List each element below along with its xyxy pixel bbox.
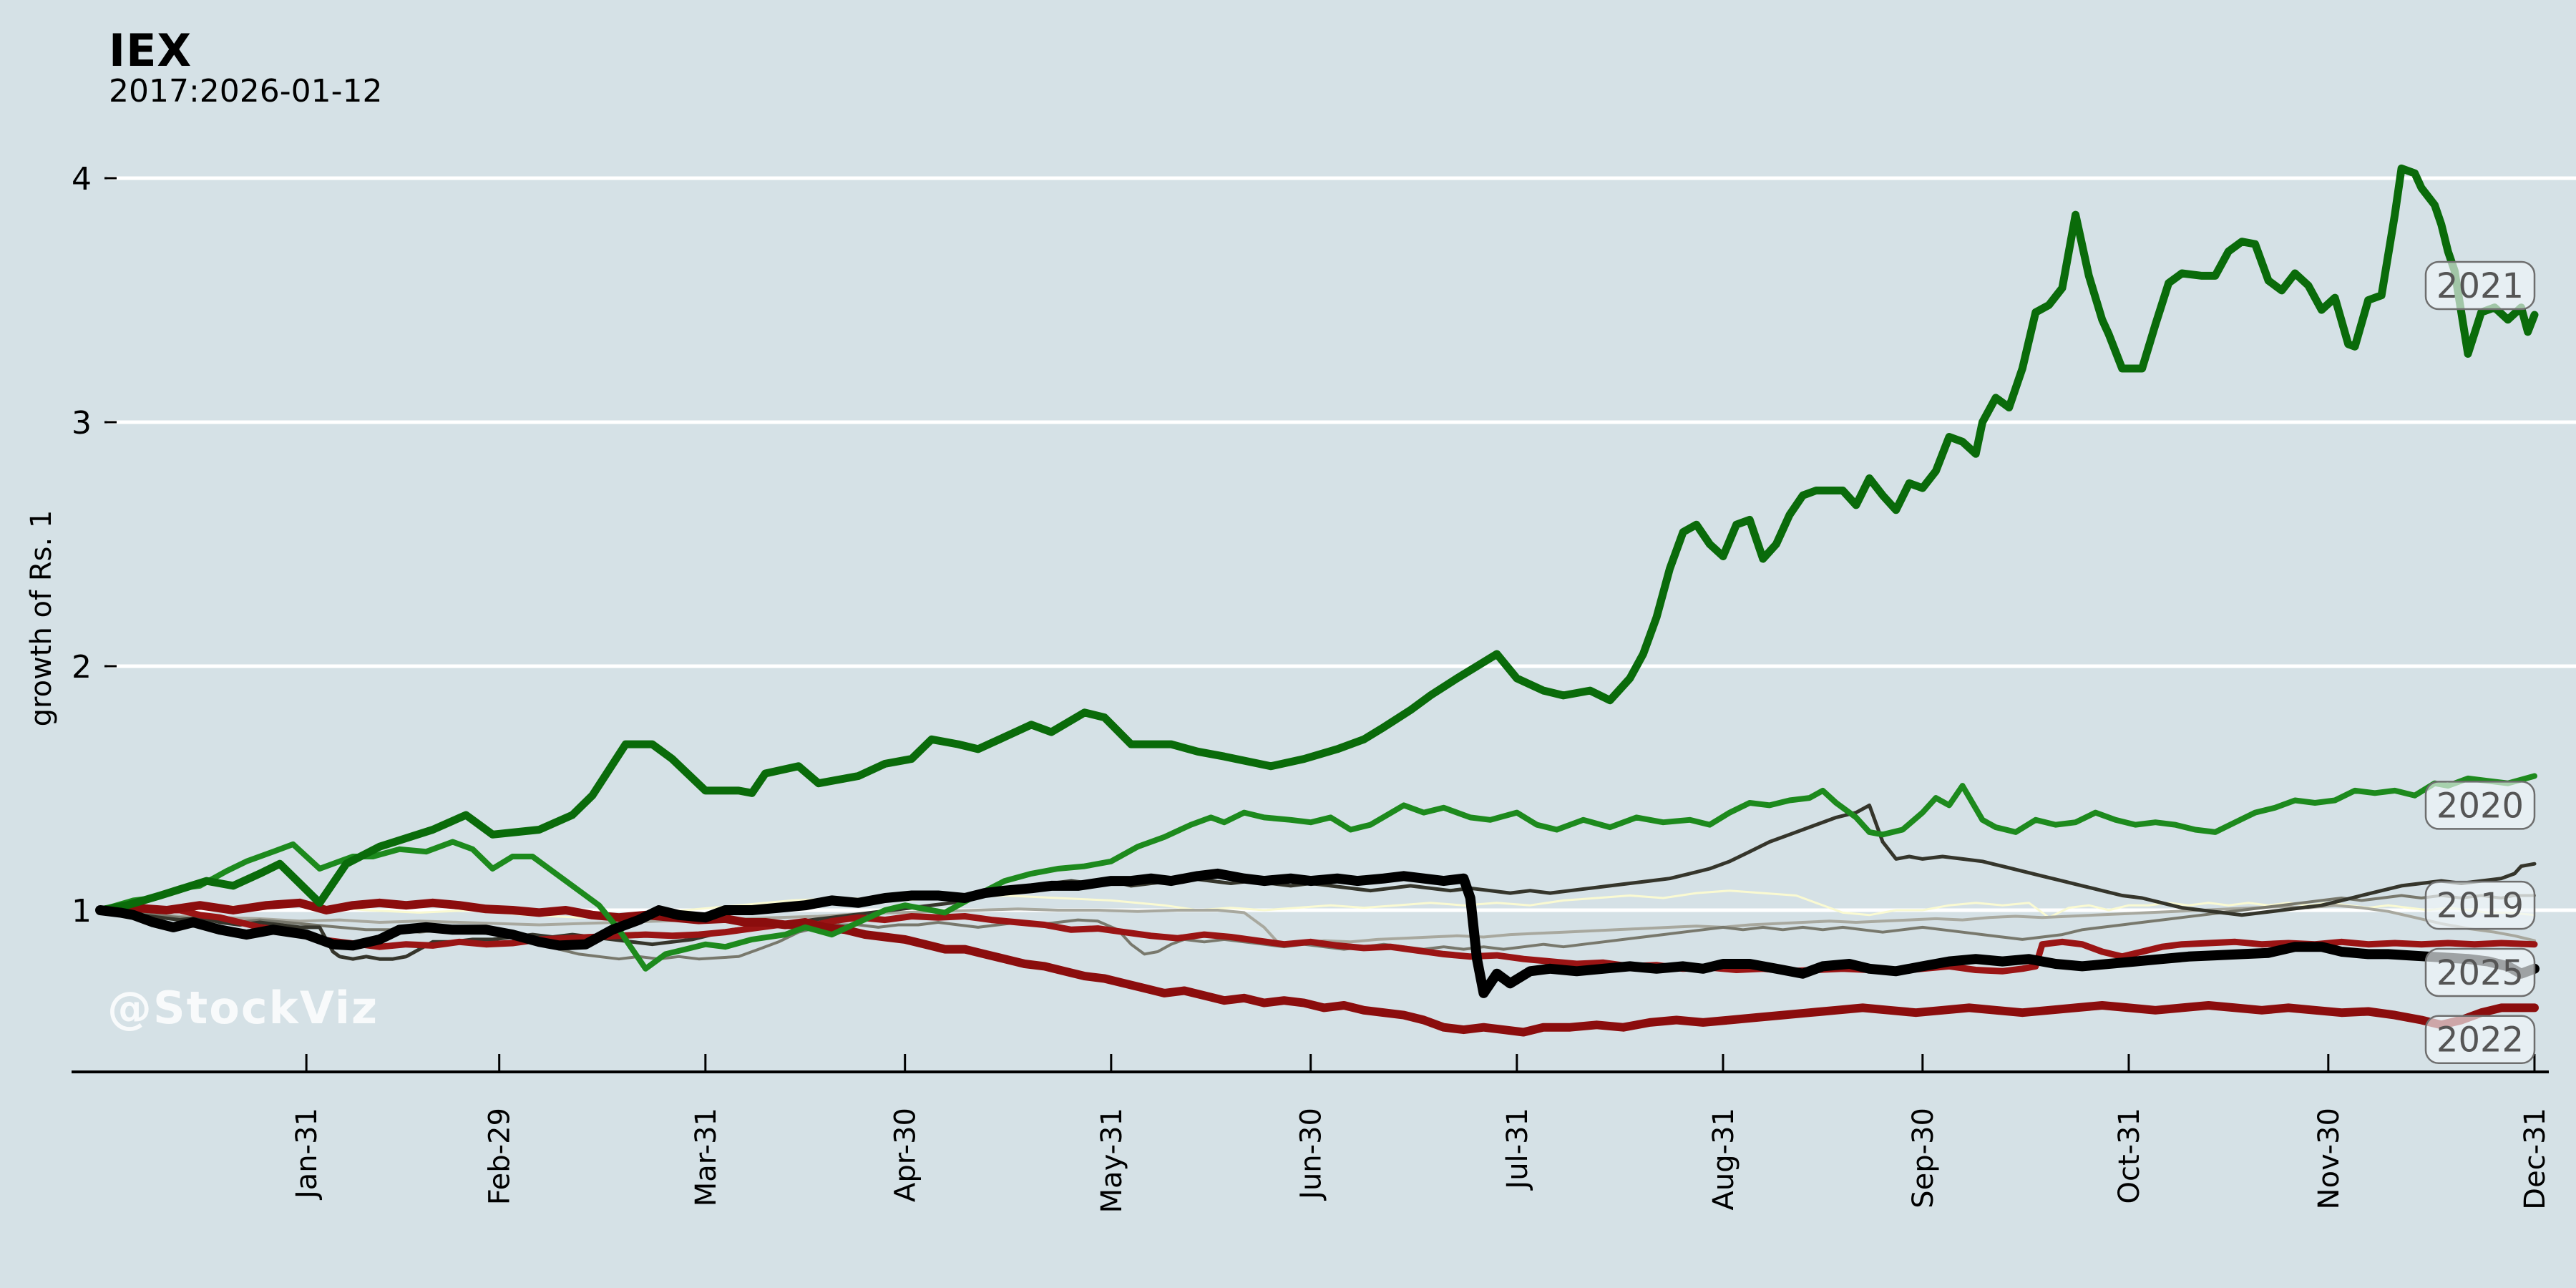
series-line-2020 [97,773,2537,972]
x-tick-label-Apr-30: Apr-30 [889,1108,922,1202]
y-tick-label-1: 1 [72,893,92,930]
series-line-2022 [96,898,2539,1037]
x-tick-label-Jan-31: Jan-31 [291,1108,323,1201]
x-tick-label-May-31: May-31 [1096,1108,1128,1213]
year-badge-label-2019: 2019 [2436,886,2524,926]
year-badge-2021 [2424,260,2536,311]
x-tick-label-Jun-30: Jun-30 [1295,1108,1328,1201]
series-line-2017 [99,889,2536,919]
series-line-2024 [97,904,2538,975]
series-line-2025 [95,868,2540,998]
series-line-2021 [96,164,2539,914]
x-tick-label-Dec-31: Dec-31 [2519,1108,2552,1210]
title-block: IEX 2017:2026-01-12 [109,27,383,110]
y-axis-title: growth of Rs. 1 [25,509,58,727]
x-tick-label-Sep-30: Sep-30 [1907,1108,1940,1209]
year-badge-label-2020: 2020 [2436,786,2524,826]
x-tick-label-Oct-31: Oct-31 [2113,1108,2146,1204]
year-badge-label-2025: 2025 [2436,953,2524,993]
x-tick-label-Nov-30: Nov-30 [2313,1108,2346,1209]
page-title: IEX [109,24,192,77]
x-tick-label-Aug-31: Aug-31 [1707,1108,1740,1210]
year-badge-label-2021: 2021 [2436,266,2524,306]
y-tick-label-3: 3 [72,405,92,441]
y-tick-label-4: 4 [72,161,92,197]
y-tick-label-2: 2 [72,649,92,686]
x-tick-label-Jul-31: Jul-31 [1501,1108,1534,1191]
year-badge-2019 [2424,880,2536,930]
year-badge-label-2022: 2022 [2436,1020,2524,1060]
year-badge-2025 [2424,947,2536,997]
year-badge-2022 [2424,1015,2536,1064]
year-badge-2020 [2424,781,2536,830]
stockviz-watermark: @StockViz [107,982,379,1034]
page-subtitle: 2017:2026-01-12 [109,73,383,110]
x-tick-label-Feb-29: Feb-29 [484,1108,517,1205]
x-tick-label-Mar-31: Mar-31 [690,1108,723,1206]
